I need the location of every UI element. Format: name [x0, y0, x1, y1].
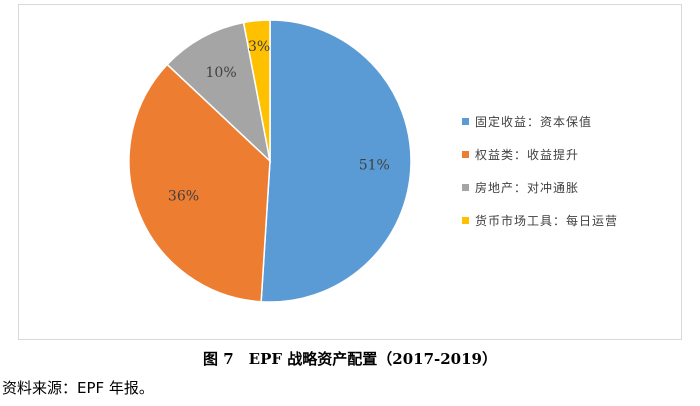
legend-item: 房地产：对冲通胀 — [462, 180, 618, 195]
pie-slice — [166, 21, 272, 164]
legend-label: 房地产：对冲通胀 — [475, 180, 580, 195]
legend-swatch — [462, 183, 469, 191]
pie-slice — [242, 19, 271, 162]
data-label: 10% — [206, 65, 237, 81]
source-note: 资料来源：EPF 年报。 — [2, 379, 154, 397]
legend-item: 权益类：收益提升 — [462, 147, 618, 162]
figure-caption: 图 7 EPF 战略资产配置（2017-2019） — [203, 350, 497, 368]
legend-item: 固定收益：资本保值 — [462, 114, 618, 129]
pie-slice — [128, 63, 271, 303]
pie-slice — [260, 19, 412, 303]
legend-swatch — [462, 150, 469, 158]
data-label: 36% — [168, 188, 199, 204]
legend-item: 货币市场工具：每日运营 — [462, 213, 619, 228]
chart-legend: 固定收益：资本保值 权益类：收益提升 房地产：对冲通胀 货币市场工具：每日运营 — [462, 114, 618, 246]
legend-label: 权益类：收益提升 — [475, 147, 580, 162]
legend-swatch — [462, 117, 469, 125]
legend-label: 固定收益：资本保值 — [475, 114, 593, 129]
data-label: 51% — [359, 157, 390, 173]
legend-swatch — [462, 216, 469, 224]
data-label: 3% — [248, 39, 270, 55]
legend-label: 货币市场工具：每日运营 — [475, 213, 619, 228]
